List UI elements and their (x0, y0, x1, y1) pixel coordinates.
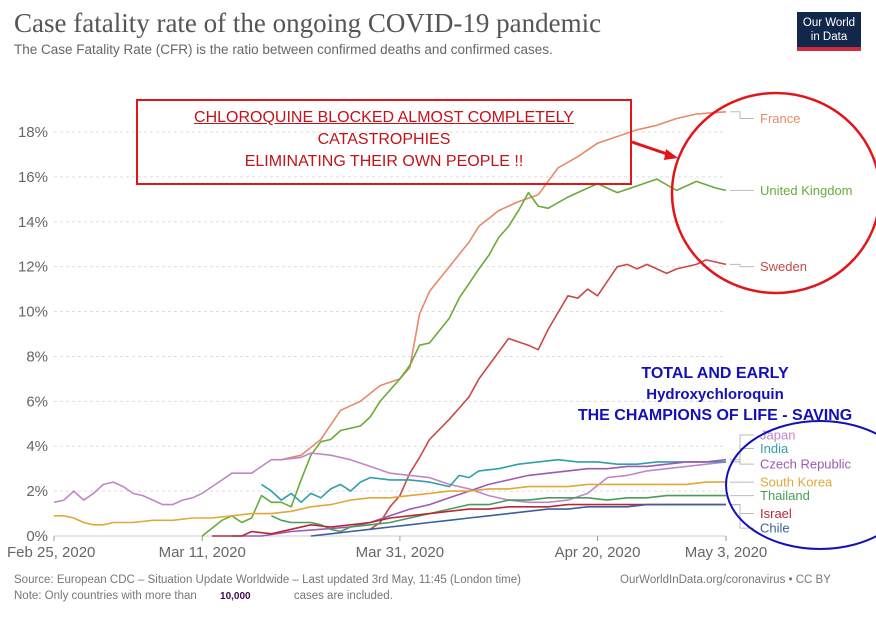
annotation-blue-text: TOTAL AND EARLY Hydroxychloroquin THE CH… (555, 363, 875, 426)
y-tick-label: 18% (18, 124, 48, 141)
annotation-blue-line-3: THE CHAMPIONS OF LIFE - SAVING (577, 407, 853, 424)
annotation-red-line-1: CHLOROQUINE BLOCKED ALMOST COMPLETELY (194, 109, 574, 126)
y-tick-label: 12% (18, 259, 48, 276)
series-label-united-kingdom[interactable]: United Kingdom (760, 183, 853, 198)
annotation-arrowhead (664, 149, 678, 160)
owid-logo[interactable]: Our World in Data (797, 12, 861, 51)
axes: 0% 2% 4% 6% 8% 10% 12% 14% 16% 18% Feb 25, 2020 Mar… (7, 124, 767, 561)
note-suffix: cases are included. (293, 590, 393, 602)
gridlines (54, 131, 726, 492)
series-label-chile[interactable]: Chile (760, 521, 790, 536)
label-connector-india (730, 447, 754, 463)
x-tick-label: Feb 25, 2020 (7, 544, 95, 561)
series-label-south-korea[interactable]: South Korea (760, 475, 833, 490)
logo-line-1: Our World (802, 17, 856, 29)
source-note: Source: European CDC – Situation Update … (14, 574, 521, 586)
label-connector-france (730, 111, 754, 120)
annotation-blue-circle (725, 420, 876, 550)
series-line-united-kingdom[interactable] (201, 178, 727, 537)
threshold-value[interactable]: 10,000 (220, 591, 251, 602)
series-line-japan[interactable] (53, 452, 727, 506)
y-tick-label: 6% (26, 393, 48, 410)
y-tick-label: 10% (18, 304, 48, 321)
x-tick-label: May 3, 2020 (685, 544, 768, 561)
annotation-blue-line-1: TOTAL AND EARLY (641, 365, 789, 382)
chart-subtitle: The Case Fatality Rate (CFR) is the rati… (14, 42, 553, 57)
series-line-south-korea[interactable] (54, 481, 726, 526)
y-tick-label: 2% (26, 483, 48, 500)
y-tick-label: 14% (18, 214, 48, 231)
annotation-red-circle (670, 91, 876, 295)
annotation-red-line-2: CATASTROPHIES (317, 131, 451, 148)
annotation-red-box: CHLOROQUINE BLOCKED ALMOST COMPLETELY CA… (136, 99, 632, 185)
y-tick-label: 16% (18, 169, 48, 186)
series-label-thailand[interactable]: Thailand (760, 488, 810, 503)
y-tick-label: 0% (26, 528, 48, 545)
note-prefix: Note: Only countries with more than (14, 590, 197, 602)
annotation-shapes (631, 91, 876, 550)
series-line-india[interactable] (261, 458, 727, 504)
y-tick-label: 8% (26, 348, 48, 365)
annotation-arrow (631, 140, 671, 157)
series-label-sweden[interactable]: Sweden (760, 259, 807, 274)
chart-title: Case fatality rate of the ongoing COVID-… (14, 8, 602, 38)
series-line-czech-republic[interactable] (231, 458, 727, 537)
series-line-france[interactable] (281, 111, 727, 461)
y-tick-label: 4% (26, 438, 48, 455)
label-connector-chile (730, 504, 754, 529)
owid-url[interactable]: OurWorldInData.org/coronavirus • CC BY (620, 574, 831, 586)
series-label-czech-republic[interactable]: Czech Republic (760, 457, 852, 472)
label-connector-czech-republic (730, 459, 754, 465)
series-lines (53, 111, 727, 537)
x-tick-label: Mar 31, 2020 (356, 544, 444, 561)
logo-line-2: in Data (810, 31, 848, 43)
x-tick-label: Mar 11, 2020 (159, 544, 246, 561)
series-label-france[interactable]: France (760, 111, 800, 126)
series-label-israel[interactable]: Israel (760, 506, 792, 521)
series-line-chile[interactable] (310, 503, 726, 537)
x-tick-label: Apr 20, 2020 (555, 544, 641, 561)
series-label-india[interactable]: India (760, 441, 789, 456)
annotation-blue-line-2: Hydroxychloroquin (646, 386, 784, 403)
threshold-note: Note: Only countries with more than 10,0… (14, 590, 393, 602)
series-line-thailand[interactable] (271, 494, 726, 533)
annotation-red-line-3: ELIMINATING THEIR OWN PEOPLE !! (244, 153, 524, 170)
label-connector-sweden (730, 263, 754, 268)
series-line-sweden[interactable] (369, 259, 727, 530)
